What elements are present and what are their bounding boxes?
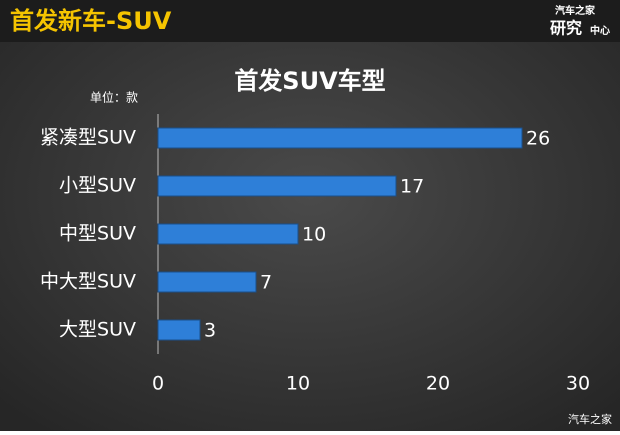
bar bbox=[157, 175, 397, 197]
y-tick-label: 中大型SUV bbox=[40, 271, 136, 293]
unit-label: 单位：款 bbox=[90, 90, 138, 105]
x-tick-label: 30 bbox=[566, 373, 590, 395]
value-label: 17 bbox=[400, 176, 424, 198]
logo-main: 研究 bbox=[550, 19, 582, 38]
value-label: 7 bbox=[260, 272, 272, 294]
header-title: 首发新车-SUV bbox=[10, 7, 172, 35]
bar bbox=[157, 319, 201, 341]
header-band bbox=[0, 0, 620, 42]
watermark: 汽车之家 bbox=[568, 412, 612, 426]
chart-title: 首发SUV车型 bbox=[234, 67, 385, 95]
value-label: 3 bbox=[204, 320, 216, 342]
bar bbox=[157, 271, 257, 293]
bar bbox=[157, 223, 299, 245]
y-tick-label: 紧凑型SUV bbox=[40, 127, 136, 149]
x-tick-label: 0 bbox=[152, 373, 164, 395]
logo-top: 汽车之家 bbox=[555, 4, 596, 17]
logo-sub: 中心 bbox=[590, 24, 610, 37]
y-tick-label: 中型SUV bbox=[59, 223, 136, 245]
y-tick-label: 小型SUV bbox=[59, 175, 136, 197]
value-label: 26 bbox=[526, 128, 550, 150]
y-tick-label: 大型SUV bbox=[59, 319, 136, 341]
value-label: 10 bbox=[302, 224, 326, 246]
x-tick-label: 10 bbox=[286, 373, 310, 395]
bar bbox=[157, 127, 523, 149]
x-tick-label: 20 bbox=[426, 373, 450, 395]
